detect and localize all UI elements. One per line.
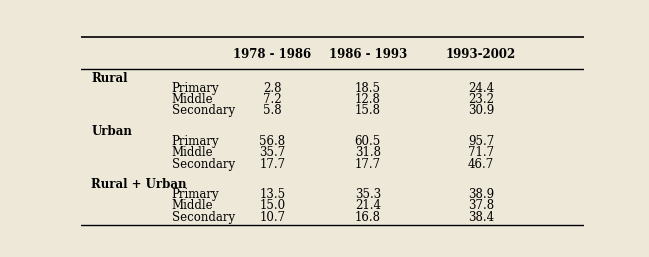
- Text: 17.7: 17.7: [259, 158, 286, 171]
- Text: 35.7: 35.7: [259, 146, 286, 159]
- Text: Middle: Middle: [171, 146, 214, 159]
- Text: 60.5: 60.5: [355, 135, 381, 148]
- Text: 13.5: 13.5: [259, 188, 286, 201]
- Text: Primary: Primary: [171, 82, 219, 95]
- Text: 23.2: 23.2: [468, 93, 494, 106]
- Text: 18.5: 18.5: [355, 82, 381, 95]
- Text: 15.8: 15.8: [355, 104, 381, 117]
- Text: Primary: Primary: [171, 135, 219, 148]
- Text: Secondary: Secondary: [171, 104, 235, 117]
- Text: 95.7: 95.7: [468, 135, 494, 148]
- Text: Rural: Rural: [91, 72, 128, 85]
- Text: 37.8: 37.8: [468, 199, 494, 212]
- Text: 46.7: 46.7: [468, 158, 494, 171]
- Text: 56.8: 56.8: [259, 135, 286, 148]
- Text: 2.8: 2.8: [263, 82, 282, 95]
- Text: 10.7: 10.7: [259, 211, 286, 224]
- Text: Secondary: Secondary: [171, 158, 235, 171]
- Text: 38.9: 38.9: [468, 188, 494, 201]
- Text: Secondary: Secondary: [171, 211, 235, 224]
- Text: Urban: Urban: [91, 125, 132, 138]
- Text: Middle: Middle: [171, 93, 214, 106]
- Text: 7.2: 7.2: [263, 93, 282, 106]
- Text: Middle: Middle: [171, 199, 214, 212]
- Text: Primary: Primary: [171, 188, 219, 201]
- Text: 5.8: 5.8: [263, 104, 282, 117]
- Text: 12.8: 12.8: [355, 93, 381, 106]
- Text: 21.4: 21.4: [355, 199, 381, 212]
- Text: 38.4: 38.4: [468, 211, 494, 224]
- Text: 16.8: 16.8: [355, 211, 381, 224]
- Text: 1978 - 1986: 1978 - 1986: [233, 48, 312, 61]
- Text: 71.7: 71.7: [468, 146, 494, 159]
- Text: 1993-2002: 1993-2002: [446, 48, 516, 61]
- Text: 31.8: 31.8: [355, 146, 381, 159]
- Text: Rural + Urban: Rural + Urban: [91, 178, 187, 191]
- Text: 30.9: 30.9: [468, 104, 494, 117]
- Text: 24.4: 24.4: [468, 82, 494, 95]
- Text: 15.0: 15.0: [259, 199, 286, 212]
- Text: 1986 - 1993: 1986 - 1993: [328, 48, 407, 61]
- Text: 17.7: 17.7: [355, 158, 381, 171]
- Text: 35.3: 35.3: [355, 188, 381, 201]
